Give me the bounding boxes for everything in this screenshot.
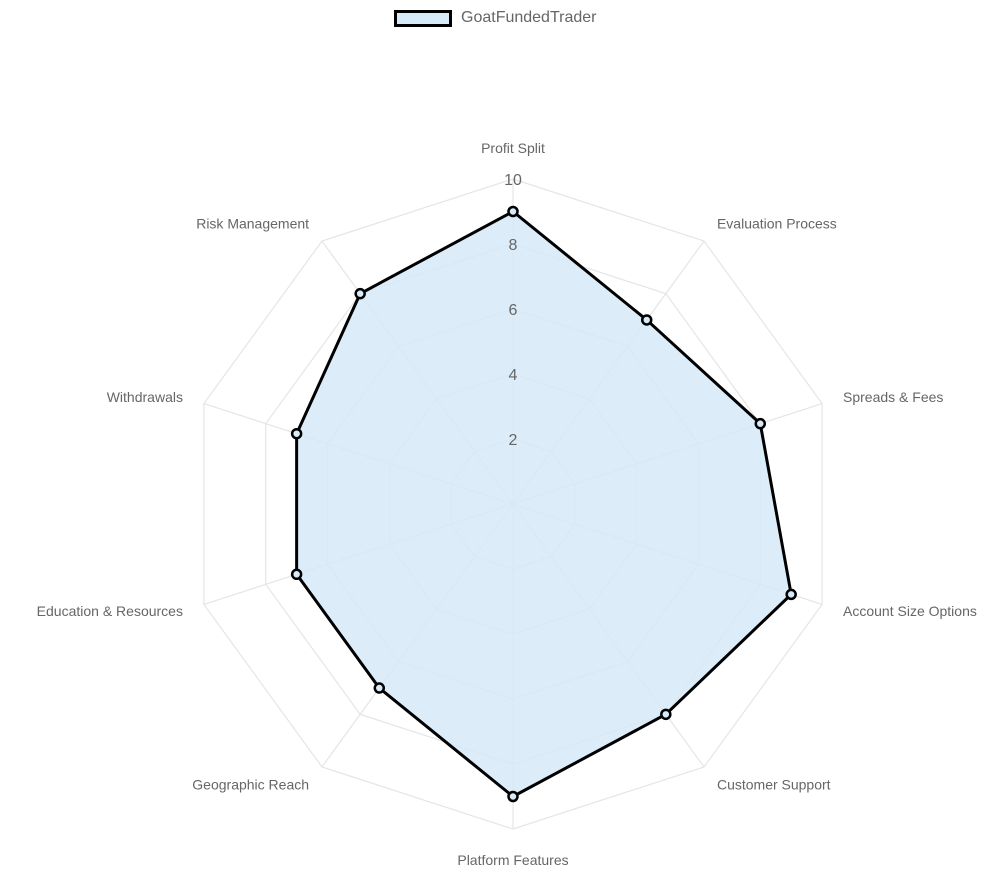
- axis-label: Customer Support: [717, 777, 831, 793]
- data-point[interactable]: [660, 708, 672, 721]
- data-point[interactable]: [507, 790, 519, 803]
- axis-label: Withdrawals: [107, 389, 183, 405]
- axis-label: Geographic Reach: [192, 777, 309, 793]
- data-point[interactable]: [290, 568, 303, 581]
- data-point[interactable]: [754, 417, 767, 430]
- series-area: [296, 211, 792, 797]
- data-point[interactable]: [373, 682, 386, 694]
- axis-label: Education & Resources: [37, 603, 183, 619]
- data-point[interactable]: [290, 427, 303, 440]
- radar-ticks: 2 4 6 8 10: [504, 172, 522, 449]
- radar-axis-labels: Profit Split Evaluation Process Spreads & …: [37, 140, 977, 868]
- data-point[interactable]: [785, 588, 797, 601]
- radar-series: [290, 205, 797, 803]
- axis-label: Account Size Options: [843, 603, 977, 619]
- axis-label: Spreads & Fees: [843, 389, 943, 405]
- legend[interactable]: GoatFundedTrader: [394, 6, 596, 30]
- data-point[interactable]: [507, 205, 519, 218]
- axis-label: Platform Features: [457, 852, 568, 868]
- axis-label: Evaluation Process: [717, 215, 837, 231]
- tick-label: 4: [509, 367, 518, 384]
- tick-label: 6: [509, 302, 518, 319]
- legend-label: GoatFundedTrader: [461, 9, 597, 26]
- data-point[interactable]: [640, 314, 653, 326]
- tick-label: 2: [509, 432, 518, 449]
- tick-label: 10: [504, 172, 522, 189]
- axis-label: Profit Split: [481, 140, 545, 156]
- tick-label: 8: [509, 237, 518, 254]
- legend-swatch: [394, 9, 452, 27]
- data-point[interactable]: [354, 287, 366, 300]
- axis-label: Risk Management: [196, 215, 309, 231]
